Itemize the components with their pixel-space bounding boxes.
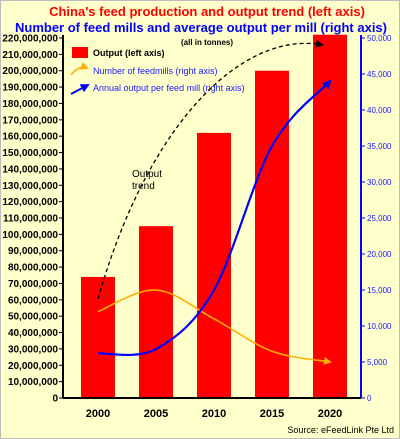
- right-tick-label: 35,000: [367, 142, 392, 151]
- output-trend-line: [97, 39, 324, 300]
- x-axis-ticks: 2000 2005 2010 2015 2020: [86, 408, 342, 420]
- x-tick-label: 2015: [260, 408, 284, 420]
- right-tick-label: 50,000: [367, 34, 392, 43]
- bar-series: [81, 34, 347, 399]
- legend: Output (left axis) Number of feedmills (…: [70, 47, 245, 95]
- left-tick-label: 0: [52, 394, 58, 405]
- line-feedmills: [97, 289, 332, 365]
- left-tick-label: 200,000,000: [2, 66, 58, 77]
- right-tick-label: 10,000: [367, 322, 392, 331]
- legend-swatch-output: [72, 47, 88, 58]
- left-tick-label: 10,000,000: [8, 377, 58, 388]
- left-tick-label: 220,000,000: [2, 34, 58, 45]
- x-tick-label: 2010: [202, 408, 226, 420]
- left-tick-label: 110,000,000: [3, 214, 58, 225]
- left-tick-label: 100,000,000: [2, 230, 58, 241]
- left-tick-label: 160,000,000: [2, 132, 58, 143]
- bar-output-2000: [81, 276, 115, 398]
- x-tick-label: 2005: [144, 408, 168, 420]
- left-tick-label: 40,000,000: [8, 328, 58, 339]
- left-axis-ticks: 0 10,000,000 20,000,000 30,000,000 40,000,00…: [2, 34, 63, 405]
- chart-title: China's feed production and output trend…: [49, 4, 365, 19]
- right-tick-label: 25,000: [367, 214, 392, 223]
- left-tick-label: 50,000,000: [8, 312, 58, 323]
- left-tick-label: 80,000,000: [8, 263, 58, 274]
- right-tick-label: 0: [367, 394, 372, 403]
- x-tick-label: 2000: [86, 408, 110, 420]
- legend-label-output-per-mill: Annual output per feed mill (right axis): [93, 83, 245, 93]
- right-tick-label: 15,000: [367, 286, 392, 295]
- legend-label-feedmills: Number of feedmills (right axis): [93, 66, 218, 76]
- x-tick-label: 2020: [318, 408, 342, 420]
- right-tick-label: 20,000: [367, 250, 392, 259]
- left-tick-label: 70,000,000: [8, 279, 58, 290]
- chart-subtitle: Number of feed mills and average output …: [15, 20, 387, 35]
- bar-output-2005: [139, 226, 173, 398]
- left-tick-label: 150,000,000: [2, 148, 58, 159]
- trend-annotation: Output trend: [132, 169, 165, 192]
- left-tick-label: 120,000,000: [2, 197, 58, 208]
- right-tick-label: 45,000: [367, 70, 392, 79]
- left-tick-label: 190,000,000: [2, 83, 58, 94]
- left-tick-label: 210,000,000: [2, 50, 58, 61]
- right-tick-label: 40,000: [367, 106, 392, 115]
- left-tick-label: 90,000,000: [8, 246, 58, 257]
- left-tick-label: 20,000,000: [8, 361, 58, 372]
- right-tick-label: 5,000: [367, 358, 388, 367]
- bar-output-2020: [313, 34, 347, 399]
- left-tick-label: 30,000,000: [8, 344, 58, 355]
- bar-output-2015: [255, 70, 289, 399]
- left-tick-label: 180,000,000: [2, 99, 58, 110]
- right-tick-label: 30,000: [367, 178, 392, 187]
- legend-swatch-feedmills: [70, 62, 89, 76]
- line-series: [97, 39, 332, 365]
- legend-swatch-output-per-mill: [70, 84, 90, 95]
- unit-note: (all in tonnes): [181, 38, 233, 47]
- line-output-per-mill: [97, 79, 332, 356]
- source-note: Source: eFeedLink Pte Ltd: [287, 425, 394, 435]
- legend-label-output: Output (left axis): [93, 48, 165, 58]
- right-axis-ticks: 0 5,000 10,000 15,000 20,000 25,000 30,000 35,0…: [361, 34, 392, 403]
- left-tick-label: 140,000,000: [2, 164, 58, 175]
- left-tick-label: 130,000,000: [2, 181, 58, 192]
- left-tick-label: 170,000,000: [2, 115, 58, 126]
- left-tick-label: 60,000,000: [8, 295, 58, 306]
